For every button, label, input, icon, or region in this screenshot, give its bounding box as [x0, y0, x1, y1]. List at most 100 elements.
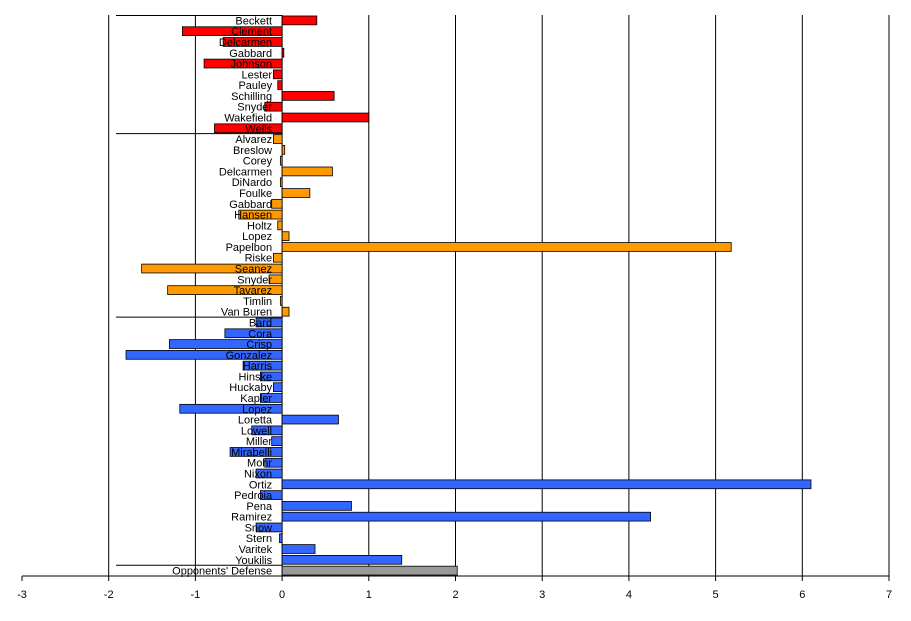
- bar-label: Wakefield: [224, 112, 272, 124]
- bar: [224, 328, 283, 339]
- bar-label: Delcarmen: [219, 166, 272, 178]
- bar-label: Papelbon: [226, 242, 273, 254]
- bar-label: Kapler: [240, 393, 272, 405]
- bar-label: Bard: [249, 317, 272, 329]
- bar: [281, 479, 812, 490]
- bar: [279, 533, 283, 544]
- bar-label: Snyder: [237, 274, 272, 286]
- group-separators: [116, 15, 283, 566]
- bar: [125, 350, 283, 360]
- x-tick-labels: -3 -2 -1 0 1 2 3 4 5 6 7: [17, 589, 892, 601]
- bar: [214, 123, 283, 134]
- bar: [255, 317, 283, 328]
- bar: [281, 188, 311, 198]
- bar: [281, 501, 352, 511]
- bar-label: Pedroia: [234, 490, 273, 502]
- bar: [281, 511, 651, 522]
- bar-label: Ortiz: [249, 479, 272, 491]
- bar-label: Cora: [248, 328, 273, 340]
- bar-label: Clement: [231, 26, 272, 38]
- bar: [251, 425, 283, 436]
- bar: [281, 91, 335, 101]
- bar-label: Timlin: [243, 296, 272, 308]
- bar: [281, 544, 316, 554]
- x-tick-label: -1: [191, 589, 201, 601]
- bar: [281, 414, 339, 425]
- bar-label: Pauley: [238, 80, 272, 92]
- bar: [277, 80, 283, 90]
- bar: [203, 58, 283, 69]
- bar: [279, 177, 283, 188]
- bar-label: Lopez: [242, 404, 272, 416]
- bar: [229, 447, 283, 457]
- bar: [279, 155, 283, 166]
- bar: [281, 554, 403, 565]
- bar-label: Van Buren: [221, 307, 272, 319]
- bar-label: Snow: [245, 522, 273, 534]
- bar: [167, 285, 283, 295]
- bar: [255, 522, 283, 533]
- x-tick-label: -3: [17, 589, 27, 601]
- bar-label: Schilling: [231, 91, 272, 103]
- bar-label: Varitek: [239, 544, 273, 556]
- bar: [271, 198, 283, 209]
- bar-label: Pena: [246, 501, 273, 513]
- bars: [125, 15, 812, 576]
- bar: [242, 360, 283, 371]
- bar-label: Delcarmen: [219, 37, 272, 49]
- gridlines: [108, 15, 890, 576]
- bar-label: Johnson: [231, 59, 273, 71]
- bar: [273, 252, 283, 263]
- bar: [181, 26, 283, 37]
- bar-label: Gonzalez: [226, 350, 272, 362]
- bar-label: Gabbard: [229, 199, 272, 211]
- bar-label: Gabbard: [229, 48, 272, 60]
- x-tick-label: 6: [799, 589, 805, 601]
- bar: [273, 382, 283, 393]
- bar-label: Lopez: [242, 231, 272, 243]
- bar-label: Corey: [243, 156, 273, 168]
- bar-label: Harris: [243, 361, 273, 373]
- bar: [271, 436, 283, 446]
- x-tick-label: 2: [452, 589, 458, 601]
- bar: [260, 490, 283, 500]
- bar-label: Loretta: [238, 415, 273, 427]
- bar-label: Stern: [246, 533, 272, 545]
- bar: [281, 112, 370, 123]
- bar-label: Foulke: [239, 188, 272, 200]
- bar-label: Opponents' Defense: [172, 566, 272, 578]
- bar: [281, 231, 290, 241]
- bar: [264, 101, 283, 112]
- bar: [281, 242, 732, 252]
- x-tick-label: 0: [279, 589, 285, 601]
- x-tick-label: 1: [366, 589, 372, 601]
- bar: [179, 403, 283, 414]
- bar: [222, 37, 283, 47]
- bar: [279, 296, 283, 306]
- bar-label: Hinske: [238, 371, 272, 383]
- bar: [281, 145, 286, 155]
- x-tick-label: 7: [886, 589, 892, 601]
- bar: [264, 457, 283, 468]
- bar-label: Holtz: [247, 220, 272, 232]
- bar: [260, 371, 283, 382]
- bar: [260, 393, 283, 403]
- bar-label: Mohr: [247, 458, 272, 470]
- bar-label: Lowell: [241, 425, 272, 437]
- bar-label: Riske: [245, 253, 273, 265]
- bar-label: Mirabelli: [231, 447, 272, 459]
- bar: [281, 15, 318, 26]
- bar-labels: BeckettClementDelcarmenGabbardJohnsonLes…: [172, 15, 273, 577]
- bar-label: Huckaby: [229, 382, 272, 394]
- bar-label: Nixon: [244, 469, 272, 481]
- bar: [273, 69, 283, 80]
- x-axis: [21, 575, 890, 581]
- x-tick-label: 3: [539, 589, 545, 601]
- bar-label: DiNardo: [232, 177, 272, 189]
- bar-label: Snyder: [237, 102, 272, 114]
- x-tick-label: -2: [104, 589, 114, 601]
- bar-label: Ramirez: [231, 512, 272, 524]
- bar: [141, 263, 283, 274]
- bar-label: Beckett: [235, 15, 272, 27]
